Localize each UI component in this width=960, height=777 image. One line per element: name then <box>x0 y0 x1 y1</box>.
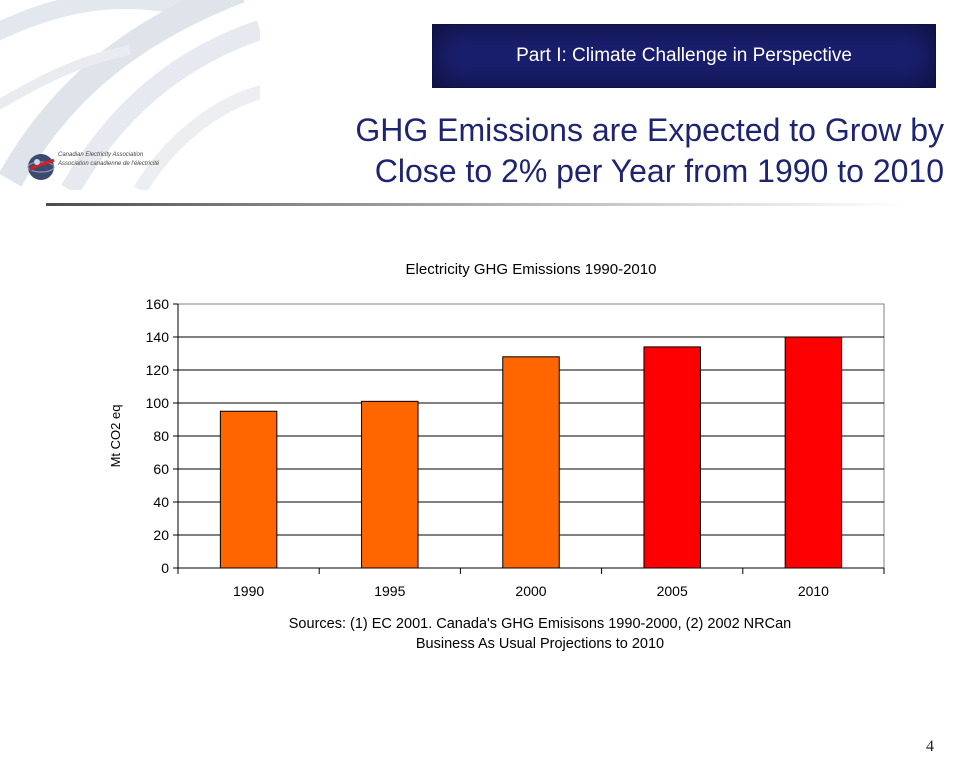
bar-1995 <box>361 400 419 569</box>
y-tick-label: 0 <box>161 560 169 576</box>
emissions-bar-chart: Electricity GHG Emissions 1990-2010 0 20 40… <box>108 261 885 652</box>
x-tick-label: 2000 <box>515 583 546 599</box>
page-number: 4 <box>926 738 934 755</box>
bar-2000 <box>502 356 560 569</box>
bar-1990 <box>219 410 278 569</box>
x-tick-label: 1990 <box>233 583 264 599</box>
title-line-2: Close to 2% per Year from 1990 to 2010 <box>374 153 944 189</box>
y-tick-label: 140 <box>146 329 170 345</box>
y-tick-label: 20 <box>153 527 169 543</box>
source-note-line-1: Sources: (1) EC 2001. Canada's GHG Emisi… <box>289 616 791 632</box>
part-label: Part I: Climate Challenge in Perspective <box>516 45 852 66</box>
y-tick-label: 40 <box>153 494 169 510</box>
source-note-line-2: Business As Usual Projections to 2010 <box>416 636 664 652</box>
chart-title: Electricity GHG Emissions 1990-2010 <box>406 261 657 278</box>
bar-2005 <box>643 346 701 569</box>
y-tick-label: 60 <box>153 461 169 477</box>
logo-text-en: Canadian Electricity Association <box>58 152 144 158</box>
title-line-1: GHG Emissions are Expected to Grow by <box>355 112 944 148</box>
logo-text-fr: Association canadienne de l'électricité <box>58 161 160 167</box>
y-axis-label: Mt CO2 eq <box>108 405 123 468</box>
y-tick-label: 80 <box>153 428 169 444</box>
bar-2010 <box>784 336 843 569</box>
x-tick-label: 2010 <box>798 583 829 599</box>
x-tick-label: 1995 <box>374 583 405 599</box>
cea-logo: Canadian Electricity Association Associa… <box>26 150 226 186</box>
globe-icon <box>27 154 55 180</box>
y-tick-label: 100 <box>146 395 170 411</box>
title-divider <box>46 203 906 206</box>
part-banner: Part I: Climate Challenge in Perspective <box>432 24 936 88</box>
slide-title: GHG Emissions are Expected to Grow by Cl… <box>230 110 944 192</box>
x-tick-label: 2005 <box>657 583 688 599</box>
y-tick-label: 160 <box>146 296 170 312</box>
y-tick-label: 120 <box>146 362 170 378</box>
decorative-swoosh <box>0 0 260 190</box>
